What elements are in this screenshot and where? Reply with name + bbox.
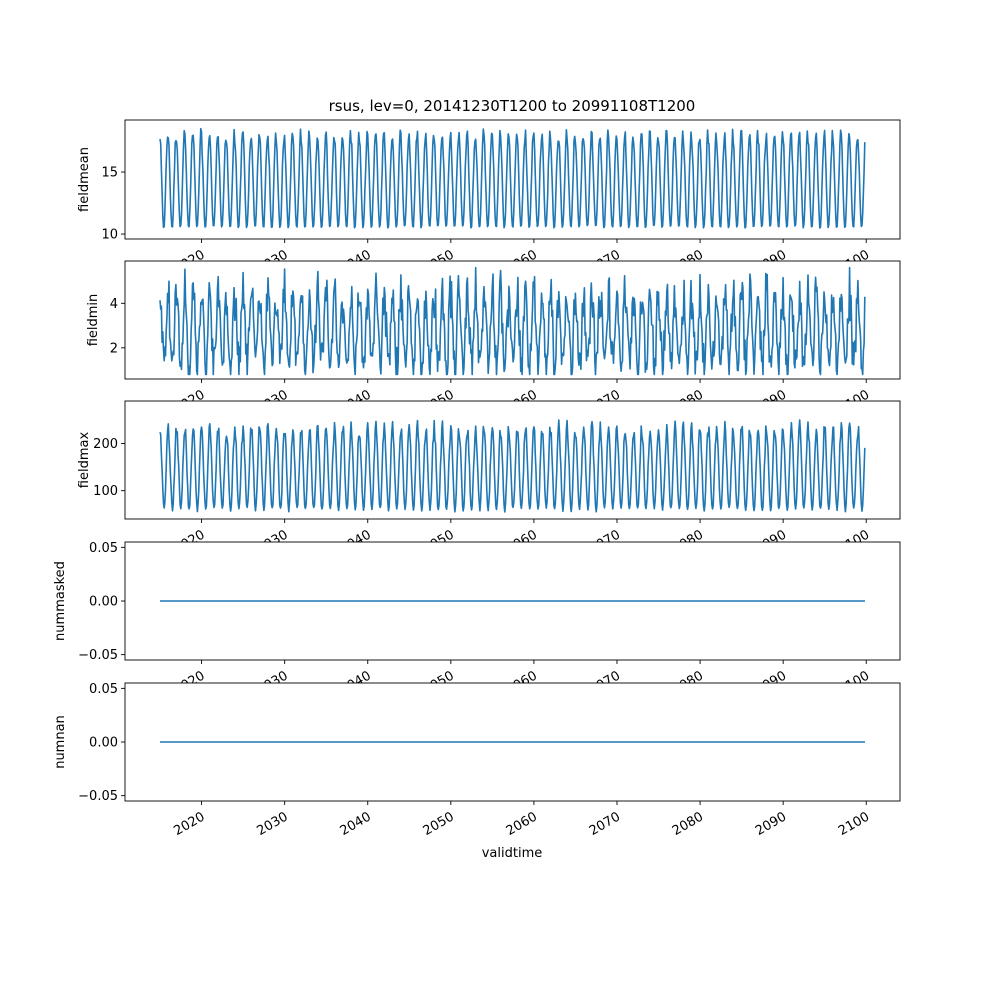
axes-frame-fieldmean <box>124 119 901 240</box>
y-tick-label: 100 <box>93 484 118 499</box>
y-axis-label-fieldmax: fieldmax <box>77 432 92 489</box>
y-tick-label: 15 <box>101 166 118 181</box>
y-tick-label: 0.05 <box>89 682 118 697</box>
y-tick-label: 200 <box>93 437 118 452</box>
x-axis-label: validtime <box>482 846 543 861</box>
axes-frame-fieldmin <box>124 260 901 380</box>
y-axis-label-fieldmin: fieldmin <box>86 294 101 347</box>
y-tick-label: −0.05 <box>78 648 118 663</box>
chart-title: rsus, lev=0, 20141230T1200 to 20991108T1… <box>329 97 696 115</box>
y-tick-label: −0.05 <box>78 789 118 804</box>
y-axis-label-numnan: numnan <box>53 715 68 769</box>
y-tick-label: 0.05 <box>89 541 118 556</box>
series-line-fieldmax <box>159 419 866 513</box>
y-tick-label: 10 <box>101 228 118 243</box>
axes-frame-fieldmax <box>124 400 901 520</box>
subplots: 1015fieldmean202020302040205020602070208… <box>53 119 901 839</box>
series-line-fieldmin <box>159 266 866 376</box>
y-tick-label: 0.00 <box>89 595 118 610</box>
y-tick-label: 2 <box>110 341 118 356</box>
y-tick-label: 4 <box>110 297 118 312</box>
y-axis-label-fieldmean: fieldmean <box>77 147 92 212</box>
y-axis-label-nummasked: nummasked <box>53 561 68 641</box>
y-tick-label: 0.00 <box>89 736 118 751</box>
series-line-fieldmean <box>159 127 866 229</box>
